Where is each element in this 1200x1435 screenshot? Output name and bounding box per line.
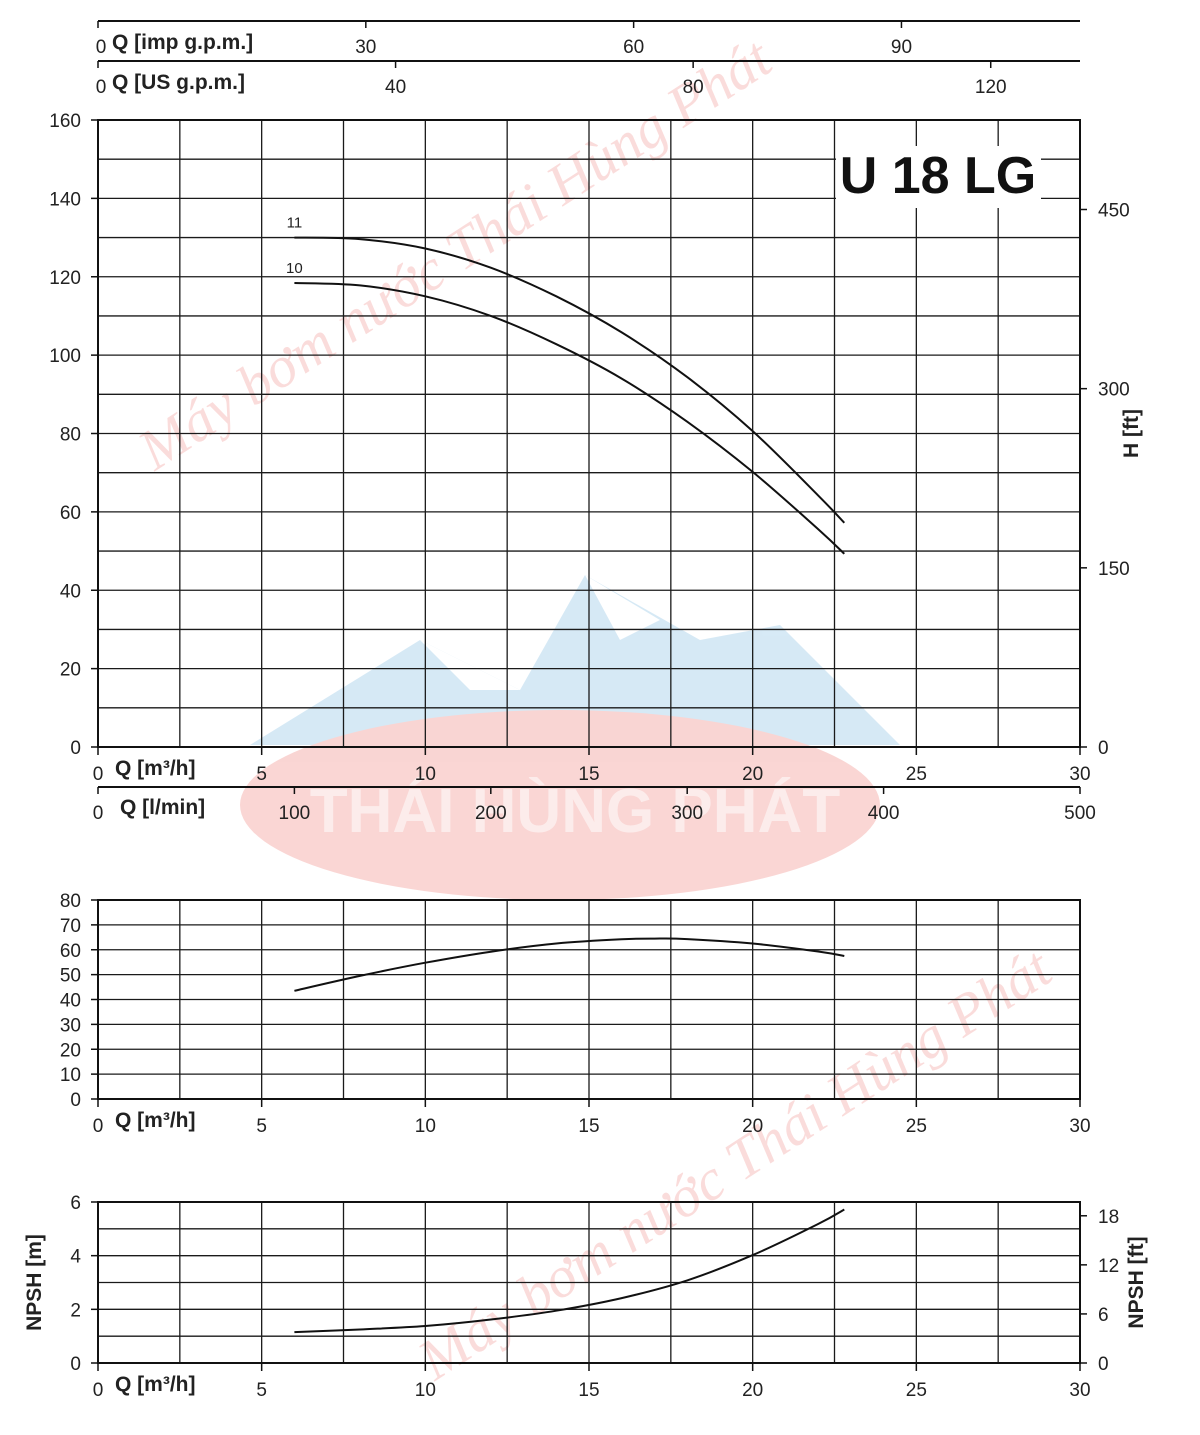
y-tick-label: 4 — [70, 1247, 81, 1268]
y-tick-label: 60 — [60, 941, 81, 962]
lmin-tick-label: 500 — [1064, 803, 1096, 824]
x-tick-label: 20 — [742, 764, 763, 785]
npsh-plot-frame — [97, 1201, 1081, 1364]
x-tick-label: 5 — [256, 1116, 267, 1137]
y-tick-label: 80 — [60, 891, 81, 912]
y-tick-label: 0 — [70, 738, 81, 759]
x-axis-label: Q [m³/h] — [115, 757, 195, 780]
curve-label: 10 — [286, 260, 303, 277]
right-y-tick-label: 0 — [1098, 1354, 1109, 1375]
y-tick-label: 160 — [49, 111, 81, 132]
efficiency-chart: 0 10 20 30 40 50 60 70 80 5 10 15 20 25 30 0 Q [m³/h] — [60, 891, 1091, 1137]
y-tick-label: 50 — [60, 966, 81, 987]
x-tick-label: 30 — [1069, 764, 1090, 785]
y-tick-label: 2 — [70, 1300, 81, 1321]
x-tick-label: 0 — [93, 1380, 104, 1401]
top-axis-tick-label: 80 — [683, 77, 704, 98]
x-tick-label: 25 — [906, 764, 927, 785]
x-axis-label: Q [m³/h] — [115, 1373, 195, 1396]
npsh-curve — [294, 1208, 845, 1334]
y-tick-label: 0 — [70, 1354, 81, 1375]
head-x-axis: 5 10 15 20 25 30 0 Q [m³/h] — [93, 748, 1091, 785]
x-tick-label: 5 — [256, 764, 267, 785]
y-tick-label: 40 — [60, 581, 81, 602]
y-tick-label: 6 — [70, 1193, 81, 1214]
x-tick-label: 10 — [415, 1116, 436, 1137]
y-tick-label: 40 — [60, 991, 81, 1012]
x-tick-label: 20 — [742, 1116, 763, 1137]
top-axis-tick-label: 90 — [891, 37, 912, 58]
y-tick-label: 20 — [60, 660, 81, 681]
efficiency-curve — [294, 937, 845, 992]
logo-mountain — [250, 575, 900, 745]
lmin-tick-label: 0 — [93, 803, 104, 824]
right-y-tick-label: 6 — [1098, 1305, 1109, 1326]
lmin-tick-label: 300 — [671, 803, 703, 824]
y-tick-label: 70 — [60, 916, 81, 937]
right-y-tick-label: 18 — [1098, 1207, 1119, 1228]
brand-logo — [240, 575, 900, 900]
y-tick-label: 80 — [60, 425, 81, 446]
y-tick-label: 100 — [49, 346, 81, 367]
brand-name: THÁI HÙNG PHÁT — [310, 777, 841, 846]
x-tick-label: 10 — [415, 1380, 436, 1401]
y-tick-label: 30 — [60, 1015, 81, 1036]
x-tick-label: 20 — [742, 1380, 763, 1401]
top-axis-tick-label: 0 — [96, 77, 107, 98]
y-tick-label: 120 — [49, 268, 81, 289]
y-tick-label: 60 — [60, 503, 81, 524]
top-axis-tick-label: 40 — [385, 77, 406, 98]
x-tick-label: 0 — [93, 1116, 104, 1137]
x-tick-label: 25 — [906, 1380, 927, 1401]
right-y-axis-label: NPSH [ft] — [1125, 1236, 1148, 1328]
x-tick-label: 5 — [256, 1380, 267, 1401]
right-y-tick-label: 300 — [1098, 380, 1130, 401]
x-tick-label: 25 — [906, 1116, 927, 1137]
y-tick-label: 20 — [60, 1040, 81, 1061]
x-axis-label: Q [m³/h] — [115, 1109, 195, 1132]
y-tick-label: 140 — [49, 189, 81, 210]
top-axis-tick-label: 0 — [96, 37, 107, 58]
x-tick-label: 0 — [93, 764, 104, 785]
top-axis-tick-label: 120 — [975, 77, 1007, 98]
efficiency-x-axis: 5 10 15 20 25 30 0 Q [m³/h] — [93, 1100, 1091, 1137]
x-tick-label: 15 — [578, 764, 599, 785]
x-tick-label: 15 — [578, 1116, 599, 1137]
right-y-tick-label: 150 — [1098, 559, 1130, 580]
x-tick-label: 30 — [1069, 1380, 1090, 1401]
npsh-grid — [97, 1201, 1081, 1364]
right-y-tick-label: 450 — [1098, 200, 1130, 221]
watermark-tagline: Máy bơm nước Thái Hùng Phát — [406, 934, 1064, 1393]
top-axis-tick-label: 30 — [355, 37, 376, 58]
model-title: U 18 LG — [840, 147, 1037, 205]
top-axis-label: Q [US g.p.m.] — [112, 71, 245, 94]
x-tick-label: 30 — [1069, 1116, 1090, 1137]
head-curve-10 — [294, 282, 845, 555]
head-curve-11 — [294, 236, 846, 524]
lmin-tick-label: 400 — [868, 803, 900, 824]
model-title-box — [836, 146, 1041, 208]
logo-ellipse — [240, 710, 880, 900]
curve-label: 11 — [287, 215, 303, 232]
y-axis-label: NPSH [m] — [23, 1234, 46, 1331]
top-axis-label: Q [imp g.p.m.] — [112, 31, 253, 54]
y-tick-label: 0 — [70, 1090, 81, 1111]
npsh-x-axis: 5 10 15 20 25 30 0 Q [m³/h] — [93, 1364, 1091, 1401]
lmin-tick-label: 200 — [475, 803, 507, 824]
y-tick-label: 10 — [60, 1065, 81, 1086]
x-tick-label: 10 — [415, 764, 436, 785]
right-y-tick-label: 0 — [1098, 738, 1109, 759]
x-tick-label: 15 — [578, 1380, 599, 1401]
head-grid — [97, 119, 1081, 748]
right-y-tick-label: 12 — [1098, 1256, 1119, 1277]
lmin-tick-label: 100 — [279, 803, 311, 824]
lmin-axis-label: Q [l/min] — [120, 796, 205, 819]
top-axis-tick-label: 60 — [623, 37, 644, 58]
right-y-axis-label: H [ft] — [1120, 409, 1143, 458]
